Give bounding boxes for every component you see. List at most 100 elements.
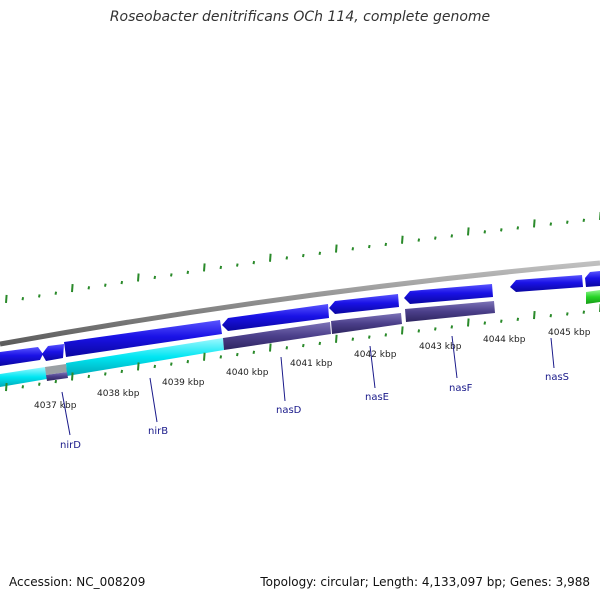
gene-labels: nirD nirB nasD nasE nasF nasS (60, 372, 569, 451)
kbp-labels: 4037 kbp 4038 kbp 4039 kbp 4040 kbp 4041… (34, 328, 591, 411)
gc-skew-ticks (5, 211, 600, 304)
leader-line (451, 335, 458, 379)
ruler-tick (566, 220, 569, 224)
ruler-tick (384, 242, 388, 247)
ruler-tick (54, 379, 58, 384)
map-title: Roseobacter denitrificans OCh 114, compl… (109, 9, 491, 25)
ruler-tick (120, 280, 124, 285)
accession-label: Accession: NC_008209 (9, 575, 146, 589)
ruler-tick (285, 346, 289, 350)
ruler-tick (170, 362, 173, 366)
ruler-tick (549, 314, 553, 318)
cds-arrow (64, 320, 222, 357)
ruler-tick (318, 341, 322, 346)
ruler-tick (153, 364, 157, 369)
ruler-tick (351, 247, 355, 251)
cds-arrow (329, 294, 399, 314)
cds-arrow (510, 275, 583, 292)
ruler-tick (38, 294, 41, 298)
ruler-tick (450, 234, 454, 238)
ruler-tick (285, 256, 289, 260)
ruler-tick (467, 227, 470, 236)
ruler-tick (203, 263, 206, 272)
nir-operon-segment (66, 338, 224, 376)
ruler-tick (467, 318, 470, 327)
ruler-tick (351, 337, 355, 341)
ruler-tick (368, 335, 371, 339)
cds-arrow (42, 344, 64, 361)
ruler-tick (302, 343, 305, 348)
ruler-tick (170, 273, 173, 277)
ruler-tick (137, 362, 140, 371)
gene-label: nasE (365, 392, 389, 403)
ruler-tick (21, 297, 25, 301)
genome-stats-label: Topology: circular; Length: 4,133,097 bp… (260, 575, 590, 589)
ruler-tick (269, 253, 272, 262)
nir-operon-segment (0, 367, 47, 387)
nas-operon-segment (223, 322, 331, 350)
ruler-tick (417, 329, 421, 333)
gene-label: nirD (60, 440, 81, 451)
ruler-tick (516, 226, 520, 230)
kbp-label: 4042 kbp (354, 350, 397, 360)
ruler-tick (450, 325, 454, 329)
ruler-tick (533, 219, 536, 228)
gene-leaders (61, 335, 555, 436)
ruler-tick (5, 382, 8, 392)
kbp-label: 4038 kbp (97, 389, 140, 399)
kbp-label: 4039 kbp (162, 378, 205, 388)
nas-operon-segment (331, 313, 402, 334)
ruler-tick (71, 283, 74, 293)
ruler-tick (384, 333, 388, 337)
ruler-tick (120, 369, 124, 374)
ruler-tick (186, 359, 190, 364)
coordinate-ruler (5, 303, 600, 392)
ruler-tick (219, 265, 223, 270)
ruler-tick (500, 319, 503, 323)
ruler-tick (582, 310, 586, 314)
ruler-tick (401, 326, 404, 335)
ruler-tick (582, 218, 586, 223)
forward-cds-track (0, 271, 600, 366)
ruler-tick (401, 235, 404, 244)
nir-spacer (45, 364, 67, 375)
ruler-tick (516, 317, 520, 322)
cds-arrow (222, 304, 329, 331)
ruler-tick (533, 310, 536, 320)
ruler-tick (137, 273, 140, 282)
cds-arrow (0, 347, 43, 366)
leader-line (550, 337, 555, 369)
ruler-tick (483, 321, 487, 325)
leader-line (149, 377, 158, 423)
ruler-tick (302, 253, 305, 258)
ruler-tick (104, 283, 107, 287)
ruler-tick (318, 251, 322, 255)
cds-arrow (585, 271, 600, 287)
ruler-tick (434, 327, 437, 331)
kbp-label: 4045 kbp (548, 328, 591, 338)
ruler-tick (566, 312, 569, 316)
ruler-tick (368, 244, 371, 249)
ruler-tick (335, 244, 338, 253)
ruler-tick (153, 275, 157, 280)
ruler-tick (104, 372, 107, 376)
kbp-label: 4043 kbp (419, 342, 462, 352)
ruler-tick (417, 238, 421, 242)
nas-operon-segment (405, 301, 495, 322)
cds-arrow (404, 284, 493, 304)
kbp-label: 4037 kbp (34, 401, 77, 411)
backbone-track (0, 260, 600, 347)
ruler-tick (252, 350, 256, 355)
ruler-tick (269, 343, 272, 352)
gene-label: nirB (148, 426, 168, 437)
ruler-tick (87, 286, 91, 290)
ruler-tick (54, 291, 58, 295)
ruler-tick (5, 294, 8, 304)
ruler-tick (71, 372, 74, 381)
leader-line (369, 345, 376, 389)
ruler-tick (38, 382, 41, 386)
nas-operon-segment (46, 372, 68, 381)
ruler-tick (549, 222, 553, 226)
leader-line (61, 391, 71, 436)
